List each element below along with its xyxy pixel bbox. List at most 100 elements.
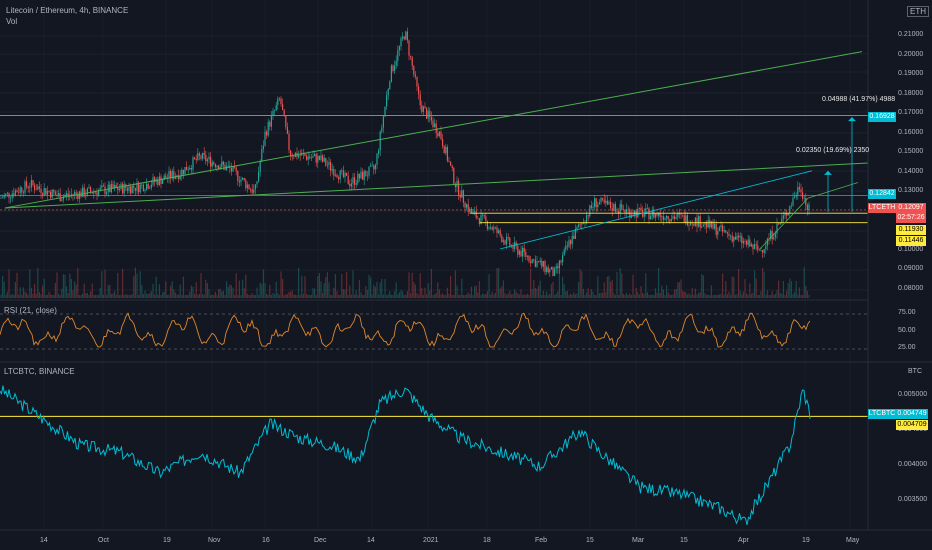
volume-bar [411, 272, 413, 298]
volume-bar [278, 294, 280, 298]
volume-bar [398, 292, 400, 298]
volume-bar [598, 293, 600, 298]
volume-bar [710, 285, 712, 298]
candle-body [560, 260, 562, 263]
volume-bar [429, 290, 431, 298]
volume-bar [104, 269, 106, 298]
volume-bar [125, 294, 127, 298]
volume-bar [509, 290, 511, 298]
volume-bar [189, 291, 191, 298]
volume-bar [778, 280, 780, 298]
volume-bar [160, 294, 162, 298]
volume-bar [347, 294, 349, 298]
candle-body [104, 186, 106, 195]
volume-bar [493, 294, 495, 298]
volume-bar [467, 292, 469, 298]
volume-bar [181, 294, 183, 298]
candle-body [306, 155, 308, 160]
volume-bar [685, 292, 687, 298]
volume-bar [678, 282, 680, 298]
candle-body [646, 208, 648, 209]
volume-bar [168, 294, 170, 298]
currency-label[interactable]: ETH [907, 6, 929, 17]
candle-body [242, 177, 244, 180]
candle-body [328, 162, 330, 166]
volume-bar [606, 276, 608, 298]
volume-bar [667, 292, 669, 298]
candle-body [685, 215, 687, 223]
volume-bar [102, 294, 104, 298]
time-axis-label: 14 [367, 537, 375, 544]
volume-bar [382, 294, 384, 298]
volume-bar [632, 274, 634, 298]
volume-bar [37, 267, 39, 298]
candle-body [187, 169, 189, 171]
volume-bar [541, 294, 543, 298]
candle-body [746, 241, 748, 245]
candle-body [603, 199, 605, 203]
volume-bar [123, 294, 125, 298]
volume-bar [637, 292, 639, 298]
candle-body [146, 183, 148, 190]
cyan-channel-line [499, 170, 813, 250]
candle-body [416, 76, 418, 87]
candle-body [587, 215, 589, 217]
candle-body [134, 187, 136, 191]
candle-body [606, 200, 608, 205]
volume-bar [720, 293, 722, 298]
volume-bar [253, 294, 255, 298]
volume-bar [643, 293, 645, 298]
candle-body [379, 131, 381, 151]
candle-body [498, 230, 500, 233]
time-axis-label: 2021 [423, 537, 439, 544]
candle-body [582, 222, 584, 224]
candle-body [248, 184, 250, 190]
candle-body [213, 162, 215, 165]
volume-bar [408, 272, 410, 298]
candle-body [299, 155, 301, 156]
measure-label-1: 0.04988 (41.97%) 4988 [822, 96, 896, 103]
volume-bar [533, 280, 535, 298]
candle-body [773, 237, 775, 240]
volume-bar [242, 279, 244, 298]
candle-body [117, 187, 119, 191]
candle-body [424, 106, 426, 109]
volume-bar [320, 281, 322, 298]
candle-body [528, 255, 530, 262]
volume-bar [283, 294, 285, 298]
candle-body [317, 155, 319, 163]
volume-bar [760, 291, 762, 298]
level-tag-mid: 0.12842 [868, 189, 896, 199]
candle-body [194, 157, 196, 159]
volume-bar [680, 279, 682, 298]
volume-bar [198, 293, 200, 298]
price-axis-label: 0.09000 [898, 265, 924, 273]
volume-bar [806, 290, 808, 298]
volume-bar [64, 274, 66, 298]
volume-bar [246, 293, 248, 298]
candle-body [350, 183, 352, 187]
candle-body [190, 167, 192, 170]
candle-body [576, 227, 578, 229]
volume-bar [326, 272, 328, 298]
volume-bar [40, 294, 42, 298]
candle-body [714, 223, 716, 229]
candle-body [173, 171, 175, 179]
volume-bar [216, 294, 218, 298]
candle-body [237, 171, 239, 181]
volume-bar [69, 273, 71, 298]
candle-body [421, 105, 423, 112]
candle-body [126, 188, 128, 191]
volume-bar [42, 285, 44, 298]
candle-body [101, 185, 103, 188]
candle-body [502, 240, 504, 242]
measure-arrowhead-1 [848, 117, 856, 122]
volume-bar [416, 293, 418, 298]
candle-body [728, 233, 730, 236]
candle-body [291, 155, 293, 157]
volume-bar [282, 278, 284, 298]
volume-bar [50, 294, 52, 298]
candle-body [320, 155, 322, 160]
volume-bar [405, 294, 407, 298]
candle-body [312, 156, 314, 158]
